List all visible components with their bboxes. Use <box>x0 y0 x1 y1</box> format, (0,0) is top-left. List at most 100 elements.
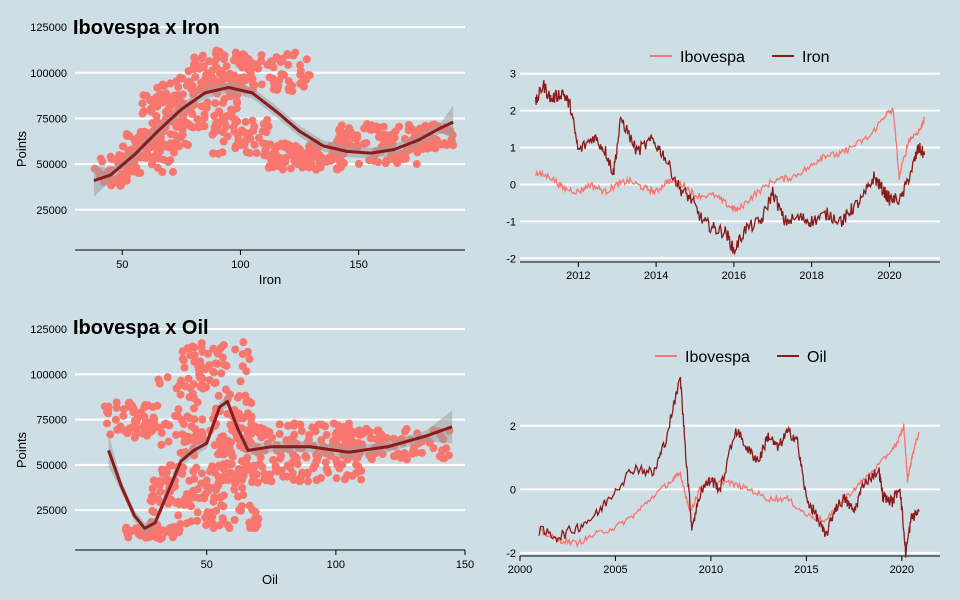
data-point <box>182 519 191 528</box>
data-point <box>115 424 124 433</box>
data-point <box>149 491 158 500</box>
smooth-line <box>93 85 454 183</box>
data-point <box>249 126 258 135</box>
data-point <box>268 57 277 66</box>
scatter-panel-0: 25000 50000 75000 100000 125000 50 100 150 Ibove… <box>14 17 465 287</box>
data-point <box>178 469 187 478</box>
data-point <box>112 398 121 407</box>
data-point <box>279 71 288 80</box>
data-point <box>350 133 359 142</box>
data-point <box>244 65 253 74</box>
y-tick-label: 2 <box>510 421 516 433</box>
data-point <box>230 485 239 494</box>
data-point <box>395 122 404 131</box>
data-point <box>178 90 187 99</box>
data-point <box>157 440 166 449</box>
data-point <box>172 498 181 507</box>
data-point <box>190 53 199 62</box>
data-point <box>266 140 275 149</box>
data-point <box>323 467 332 476</box>
y-tick-label: 50000 <box>36 159 67 171</box>
x-tick-label: 2012 <box>566 270 590 282</box>
y-tick-label: 25000 <box>36 205 67 217</box>
y-tick-label: 50000 <box>36 460 67 472</box>
data-point <box>123 132 132 141</box>
y-tick-label: 0 <box>510 179 516 191</box>
data-point <box>252 149 261 158</box>
data-point <box>266 162 275 171</box>
y-axis-label: Points <box>14 130 29 167</box>
data-point <box>262 128 271 137</box>
x-tick-label: 100 <box>327 559 345 571</box>
data-point <box>339 159 348 168</box>
data-point <box>156 89 165 98</box>
data-point <box>248 477 257 486</box>
data-point <box>251 422 260 431</box>
data-point <box>104 402 113 411</box>
data-point <box>246 523 255 532</box>
data-point <box>124 533 133 542</box>
data-point <box>242 367 251 376</box>
data-point <box>193 115 202 124</box>
data-point <box>333 165 342 174</box>
data-point <box>242 397 251 406</box>
data-point <box>231 144 240 153</box>
data-point <box>176 117 185 126</box>
smooth-line <box>107 399 453 530</box>
data-point <box>317 436 326 445</box>
data-point <box>315 156 324 165</box>
data-point <box>295 477 304 486</box>
data-point <box>111 415 120 424</box>
data-point <box>245 56 254 65</box>
data-point <box>139 153 148 162</box>
line-panel-1: -2 -1 0 1 2 3 2012 2014 2016 2018 2020 Ibovespa Iron <box>506 49 940 282</box>
data-point <box>141 400 150 409</box>
data-point <box>119 142 128 151</box>
data-point <box>220 95 229 104</box>
data-point <box>211 99 220 108</box>
data-point <box>391 452 400 461</box>
data-point <box>149 413 158 422</box>
series-line-ibovespa <box>538 423 920 549</box>
data-point <box>200 494 209 503</box>
data-point <box>217 444 226 453</box>
data-point <box>415 124 424 133</box>
data-point <box>447 137 456 146</box>
data-point <box>200 75 209 84</box>
data-point <box>148 497 157 506</box>
data-point <box>217 501 226 510</box>
data-point <box>198 415 207 424</box>
data-point <box>198 51 207 60</box>
data-point <box>362 138 371 147</box>
data-point <box>291 452 300 461</box>
data-point <box>239 73 248 82</box>
data-point <box>238 483 247 492</box>
data-point <box>156 487 165 496</box>
legend-label: Ibovespa <box>685 349 750 366</box>
data-point <box>289 420 298 429</box>
confidence-band <box>108 396 453 534</box>
data-point <box>250 140 259 149</box>
data-point <box>445 451 454 460</box>
data-point <box>175 381 184 390</box>
data-point <box>154 145 163 154</box>
data-point <box>119 405 128 414</box>
data-point <box>219 115 228 124</box>
data-point <box>187 493 196 502</box>
data-point <box>103 419 112 428</box>
data-point <box>254 133 263 142</box>
data-point <box>226 390 235 399</box>
data-point <box>271 150 280 159</box>
data-point <box>437 140 446 149</box>
data-point <box>231 117 240 126</box>
data-point <box>180 363 189 372</box>
data-point <box>369 156 378 165</box>
data-point <box>214 479 223 488</box>
data-point <box>129 408 138 417</box>
data-point <box>239 338 248 347</box>
chart-title: Ibovespa x Oil <box>73 317 209 339</box>
data-point <box>407 124 416 133</box>
data-point <box>257 80 266 89</box>
data-point <box>164 437 173 446</box>
data-point <box>438 446 447 455</box>
